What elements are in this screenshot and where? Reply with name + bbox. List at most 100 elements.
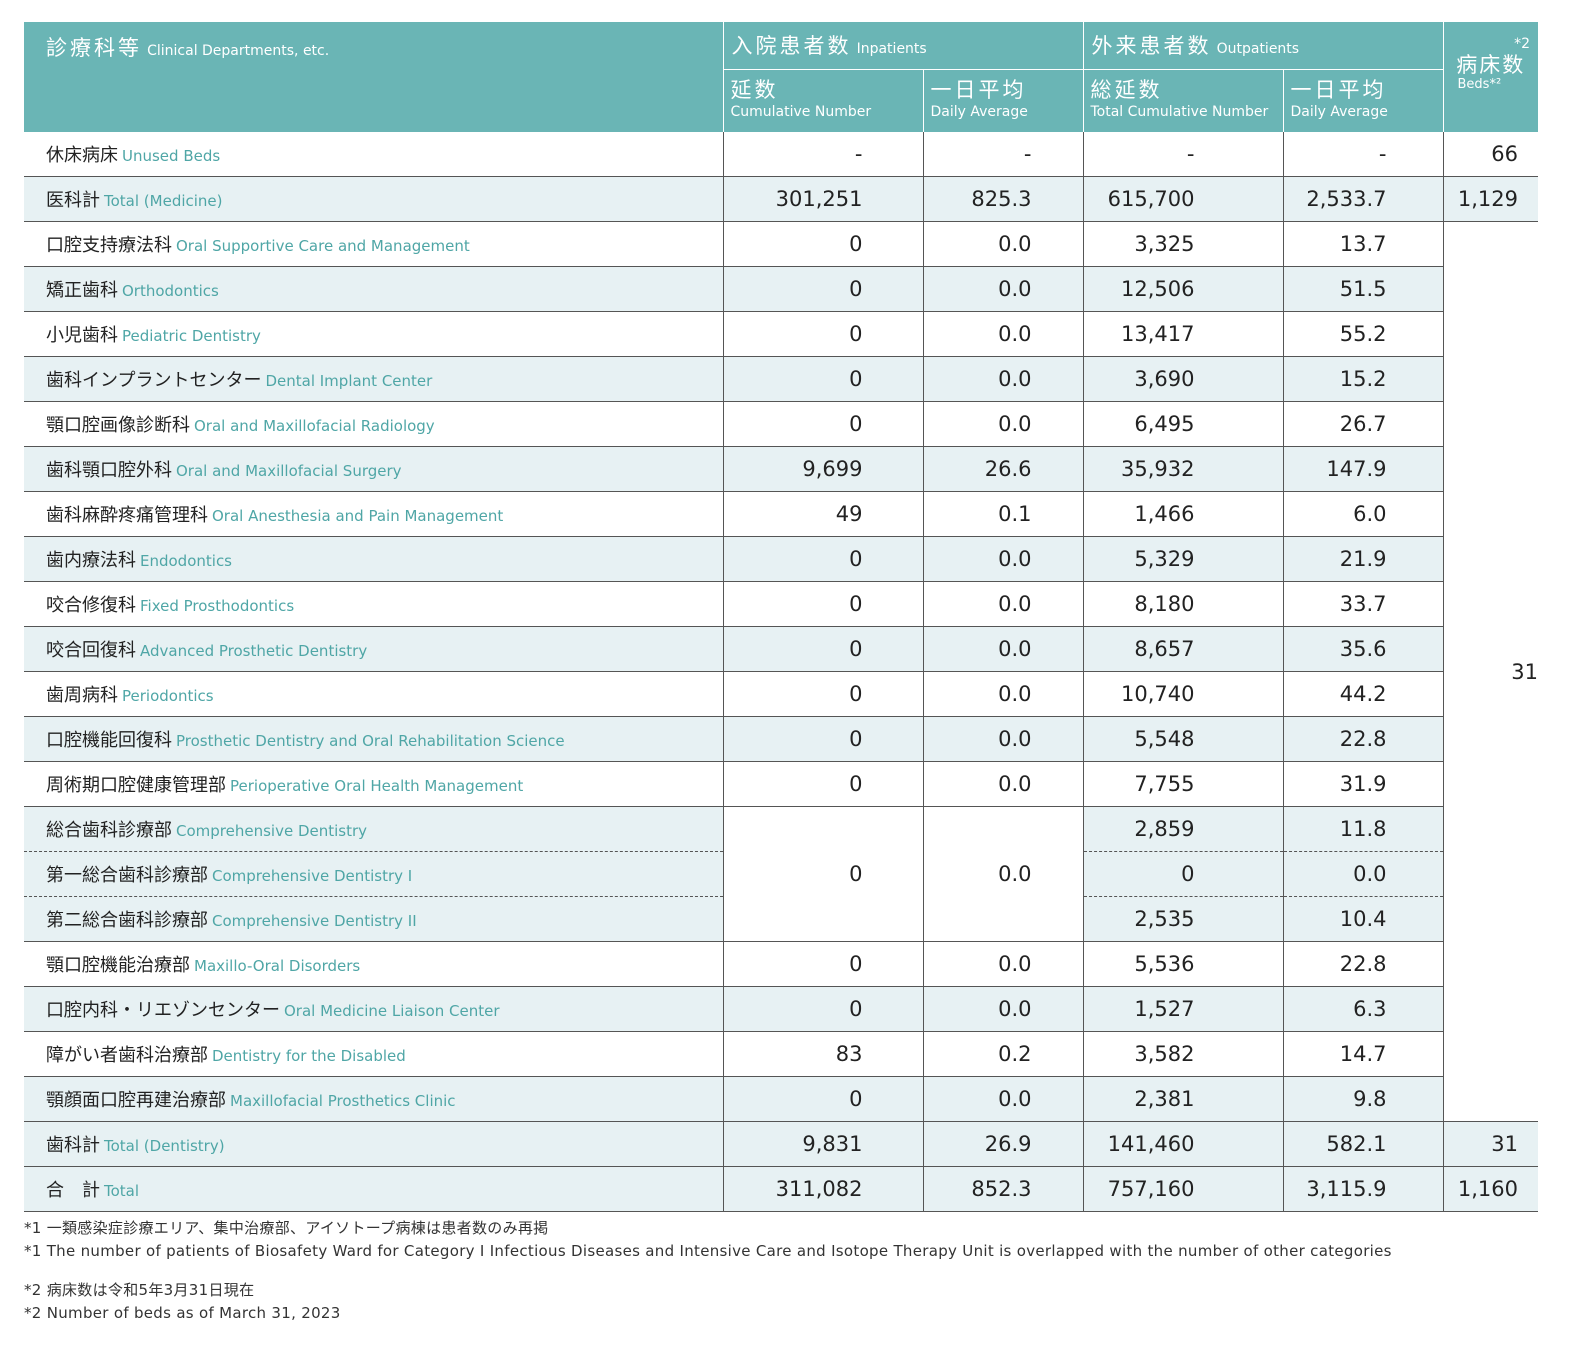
- header-out-cumulative: 総延数 Total Cumulative Number: [1083, 69, 1284, 132]
- table-row: 周術期口腔健康管理部 Perioperative Oral Health Mana…: [24, 761, 1538, 807]
- inpatient-cumulative-cell: 0: [723, 536, 924, 582]
- header-outpatients-jp: 外来患者数: [1091, 34, 1212, 58]
- department-name-jp: 第一総合歯科診療部: [46, 865, 208, 886]
- outpatient-daily-average-cell: 3,115.9: [1283, 1166, 1444, 1212]
- outpatient-daily-average-cell: 147.9: [1283, 446, 1444, 492]
- department-cell: 歯内療法科 Endodontics: [24, 536, 724, 582]
- outpatient-cumulative-cell: 615,700: [1083, 176, 1284, 222]
- department-name-jp: 歯周病科: [46, 685, 118, 706]
- beds-cell: 66: [1443, 132, 1538, 177]
- table-row: 顎口腔画像診断科 Oral and Maxillofacial Radiology…: [24, 401, 1538, 447]
- inpatient-cumulative-cell: 0: [723, 716, 924, 762]
- header-inpatients-jp: 入院患者数: [731, 34, 852, 58]
- header-in-daily-average-en: Daily Average: [930, 104, 1028, 120]
- outpatient-daily-average-cell: 55.2: [1283, 311, 1444, 357]
- outpatient-daily-average-cell: 6.0: [1283, 491, 1444, 537]
- inpatient-daily-average-cell: 0.0: [923, 536, 1084, 582]
- outpatient-daily-average-cell: 44.2: [1283, 671, 1444, 717]
- department-name-en: Periodontics: [122, 687, 214, 705]
- department-name-en: Maxillo-Oral Disorders: [194, 957, 361, 975]
- department-cell: 咬合回復科 Advanced Prosthetic Dentistry: [24, 626, 724, 672]
- beds-cell: 31: [1443, 1121, 1538, 1167]
- outpatient-cumulative-cell: 5,329: [1083, 536, 1284, 582]
- outpatient-daily-average-cell: 2,533.7: [1283, 176, 1444, 222]
- department-cell: 歯科麻酔疼痛管理科 Oral Anesthesia and Pain Manage…: [24, 491, 724, 537]
- department-cell: 歯周病科 Periodontics: [24, 671, 724, 717]
- department-name-jp: 歯科インプラントセンター: [46, 370, 262, 391]
- outpatient-cumulative-cell: 757,160: [1083, 1166, 1284, 1212]
- department-name-en: Maxillofacial Prosthetics Clinic: [230, 1092, 456, 1110]
- table-body: 休床病床 Unused Beds - - - -66 医科計 Total (Medicine)…: [24, 132, 1538, 1212]
- table-row: 休床病床 Unused Beds - - - -66: [24, 132, 1538, 177]
- department-name-jp: 合 計: [46, 1180, 100, 1201]
- inpatient-daily-average-cell: 0.2: [923, 1031, 1084, 1077]
- department-name-jp: 口腔内科・リエゾンセンター: [46, 1000, 280, 1021]
- department-cell: 咬合修復科 Fixed Prosthodontics: [24, 581, 724, 627]
- department-cell: 顎口腔画像診断科 Oral and Maxillofacial Radiology: [24, 401, 724, 447]
- inpatient-cumulative-cell: 311,082: [723, 1166, 924, 1212]
- table-row: 歯科顎口腔外科 Oral and Maxillofacial Surgery 9,6…: [24, 446, 1538, 492]
- department-name-jp: 咬合修復科: [46, 595, 136, 616]
- header-in-cumulative-en: Cumulative Number: [730, 104, 872, 120]
- inpatient-daily-average-cell: 0.0: [923, 581, 1084, 627]
- outpatient-cumulative-cell: 1,527: [1083, 986, 1284, 1032]
- department-name-en: Comprehensive Dentistry II: [212, 912, 417, 930]
- header-in-cumulative-jp: 延数: [730, 78, 779, 102]
- inpatient-cumulative-cell: 0: [723, 356, 924, 402]
- inpatient-daily-average-cell: 0.1: [923, 491, 1084, 537]
- inpatient-daily-average-cell: 0.0: [923, 806, 1084, 942]
- department-cell: 第二総合歯科診療部 Comprehensive Dentistry II: [24, 896, 724, 942]
- department-name-en: Pediatric Dentistry: [122, 327, 261, 345]
- department-name-jp: 歯科麻酔疼痛管理科: [46, 505, 208, 526]
- inpatient-daily-average-cell: 0.0: [923, 1076, 1084, 1122]
- header-out-daily-average-jp: 一日平均: [1290, 78, 1387, 102]
- department-name-jp: 総合歯科診療部: [46, 820, 172, 841]
- department-cell: 歯科インプラントセンター Dental Implant Center: [24, 356, 724, 402]
- table-row: 障がい者歯科治療部 Dentistry for the Disabled 83 0.2…: [24, 1031, 1538, 1077]
- outpatient-daily-average-cell: 35.6: [1283, 626, 1444, 672]
- department-name-jp: 歯内療法科: [46, 550, 136, 571]
- inpatient-daily-average-cell: 0.0: [923, 941, 1084, 987]
- header-beds-note: *2: [1514, 36, 1530, 52]
- outpatient-cumulative-cell: 0: [1083, 851, 1284, 897]
- outpatient-cumulative-cell: 2,381: [1083, 1076, 1284, 1122]
- department-name-jp: 障がい者歯科治療部: [46, 1045, 208, 1066]
- department-name-en: Orthodontics: [122, 282, 219, 300]
- outpatient-daily-average-cell: 51.5: [1283, 266, 1444, 312]
- department-cell: 歯科計 Total (Dentistry): [24, 1121, 724, 1167]
- department-cell: 顎口腔機能治療部 Maxillo-Oral Disorders: [24, 941, 724, 987]
- outpatient-cumulative-cell: 12,506: [1083, 266, 1284, 312]
- inpatient-daily-average-cell: 0.0: [923, 266, 1084, 312]
- department-cell: 顎顔面口腔再建治療部 Maxillofacial Prosthetics Clin…: [24, 1076, 724, 1122]
- department-name-en: Comprehensive Dentistry: [176, 822, 368, 840]
- department-name-jp: 小児歯科: [46, 325, 118, 346]
- department-cell: 口腔内科・リエゾンセンター Oral Medicine Liaison Cente…: [24, 986, 724, 1032]
- outpatient-daily-average-cell: 6.3: [1283, 986, 1444, 1032]
- department-name-jp: 口腔機能回復科: [46, 730, 172, 751]
- patient-statistics-table: 診療科等 Clinical Departments, etc. 入院患者数 In…: [24, 22, 1538, 1212]
- department-name-jp: 歯科顎口腔外科: [46, 460, 172, 481]
- outpatient-daily-average-cell: -: [1283, 132, 1444, 177]
- department-name-en: Total: [104, 1182, 140, 1200]
- department-cell: 休床病床 Unused Beds: [24, 132, 724, 177]
- department-name-en: Total (Medicine): [104, 192, 223, 210]
- department-name-en: Fixed Prosthodontics: [140, 597, 295, 615]
- department-cell: 歯科顎口腔外科 Oral and Maxillofacial Surgery: [24, 446, 724, 492]
- table-row: 歯内療法科 Endodontics 0 0.0 5,329 21.9: [24, 536, 1538, 582]
- header-beds: *2 病床数 Beds*²: [1443, 22, 1538, 132]
- department-name-jp: 咬合回復科: [46, 640, 136, 661]
- inpatient-daily-average-cell: 26.6: [923, 446, 1084, 492]
- department-name-en: Total (Dentistry): [104, 1137, 225, 1155]
- table-row: 口腔内科・リエゾンセンター Oral Medicine Liaison Cente…: [24, 986, 1538, 1032]
- outpatient-daily-average-cell: 21.9: [1283, 536, 1444, 582]
- header-out-daily-average-en: Daily Average: [1290, 104, 1388, 120]
- header-inpatients: 入院患者数 Inpatients: [723, 22, 1084, 70]
- outpatient-cumulative-cell: 6,495: [1083, 401, 1284, 447]
- outpatient-cumulative-cell: 3,325: [1083, 221, 1284, 267]
- department-name-jp: 医科計: [46, 190, 100, 211]
- department-cell: 小児歯科 Pediatric Dentistry: [24, 311, 724, 357]
- department-name-jp: 周術期口腔健康管理部: [46, 775, 226, 796]
- header-departments: 診療科等 Clinical Departments, etc.: [24, 22, 724, 132]
- department-name-jp: 顎顔面口腔再建治療部: [46, 1090, 226, 1111]
- table-row: 歯周病科 Periodontics 0 0.0 10,740 44.2: [24, 671, 1538, 717]
